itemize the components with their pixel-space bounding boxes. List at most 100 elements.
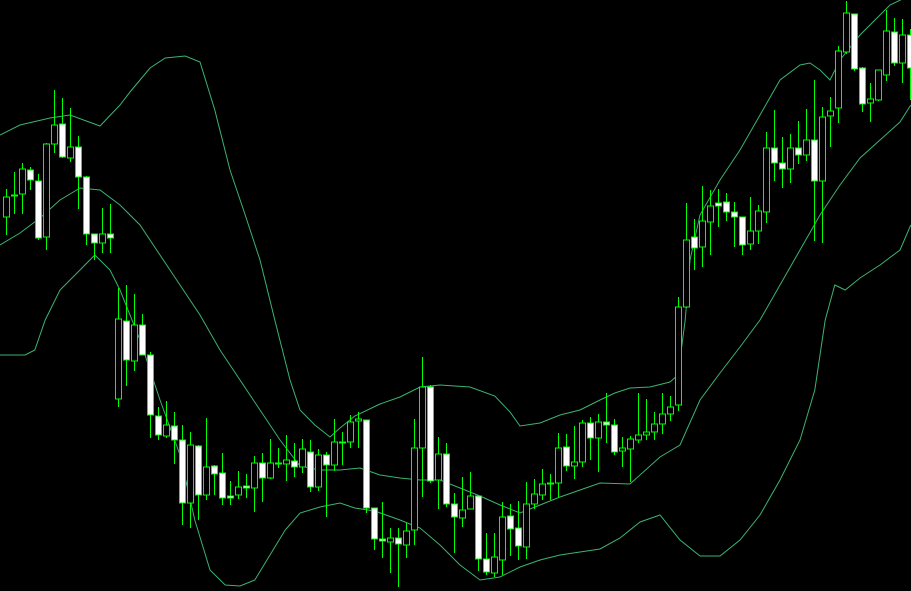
candle-body: [795, 147, 802, 156]
candle-body: [651, 423, 658, 433]
candle-body: [227, 495, 234, 499]
candle-body: [611, 424, 618, 453]
candle-body: [403, 530, 410, 546]
candle-body: [315, 454, 322, 488]
bear-candle: [83, 176, 90, 245]
bull-candle: [531, 479, 538, 509]
candles: [3, 1, 911, 587]
bear-candle: [771, 110, 778, 181]
bull-candle: [187, 432, 194, 528]
bear-candle: [291, 443, 298, 477]
candle-body: [483, 558, 490, 573]
candle-body: [627, 438, 634, 450]
candle-body: [531, 493, 538, 505]
candle-body: [387, 537, 394, 543]
bull-candle: [67, 108, 74, 162]
bull-candle: [627, 436, 634, 482]
bull-candle: [619, 437, 626, 467]
bear-candle: [91, 233, 98, 260]
bull-candle: [491, 533, 498, 577]
bull-candle: [251, 456, 258, 512]
bear-candle: [219, 453, 226, 505]
candle-body: [859, 67, 866, 105]
candle-body: [3, 196, 10, 218]
bear-candle: [27, 167, 34, 190]
candle-body: [707, 205, 714, 223]
bear-candle: [323, 452, 330, 517]
bear-candle: [147, 352, 154, 438]
candle-body: [515, 527, 522, 547]
bear-candle: [107, 204, 114, 253]
bull-candle: [595, 414, 602, 472]
bull-candle: [547, 474, 554, 500]
bear-candle: [603, 393, 610, 443]
candle-body: [563, 446, 570, 467]
bear-candle: [891, 18, 898, 66]
bull-candle: [163, 401, 170, 438]
candle-body: [19, 168, 26, 195]
bull-candle: [459, 477, 466, 527]
bollinger-lower-band: [0, 224, 911, 587]
bull-candle: [787, 134, 794, 183]
candle-body: [171, 425, 178, 441]
candle-body: [331, 441, 338, 466]
candle-body: [115, 318, 122, 400]
bull-candle: [19, 163, 26, 214]
candle-body: [435, 453, 442, 481]
candle-body: [187, 444, 194, 504]
bear-candle: [611, 419, 618, 455]
bull-candle: [315, 449, 322, 491]
bull-candle: [331, 419, 338, 471]
candle-body: [731, 211, 738, 218]
candle-body: [163, 424, 170, 437]
candle-body: [43, 143, 50, 238]
candle-body: [539, 483, 546, 496]
candle-body: [11, 194, 18, 197]
candle-body: [299, 448, 306, 468]
candle-body: [555, 447, 562, 484]
bear-candle: [363, 419, 370, 513]
bull-candle: [51, 90, 58, 153]
bear-candle: [123, 285, 130, 386]
bear-candle: [139, 314, 146, 356]
candle-body: [467, 495, 474, 510]
candle-body: [267, 462, 274, 479]
candle-body: [451, 503, 458, 518]
candle-body: [763, 147, 770, 213]
bull-candle: [115, 288, 122, 407]
bull-candle: [435, 437, 442, 509]
candle-body: [523, 503, 530, 548]
candle-body: [339, 441, 346, 444]
candle-body: [427, 386, 434, 482]
bull-candle: [467, 472, 474, 510]
bull-candle: [579, 420, 586, 467]
bull-candle: [387, 528, 394, 573]
bull-candle: [3, 189, 10, 235]
candle-body: [691, 236, 698, 249]
bull-candle: [635, 393, 642, 443]
candle-body: [219, 472, 226, 499]
candle-body: [291, 460, 298, 468]
candle-body: [243, 485, 250, 489]
bear-candle: [739, 216, 746, 255]
bear-candle: [427, 385, 434, 483]
candle-body: [491, 556, 498, 574]
bear-candle: [731, 202, 738, 247]
bull-candle: [523, 482, 530, 559]
candle-body: [739, 216, 746, 246]
bear-candle: [59, 98, 66, 158]
bear-candle: [587, 417, 594, 460]
candle-body: [635, 434, 642, 441]
candle-body: [779, 162, 786, 170]
bull-candle: [411, 419, 418, 545]
candle-body: [123, 320, 130, 361]
candle-body: [347, 421, 354, 443]
candle-body: [803, 139, 810, 156]
candle-body: [547, 482, 554, 485]
candle-body: [147, 354, 154, 416]
candle-body: [75, 146, 82, 178]
bear-candle: [483, 533, 490, 575]
bull-candle: [667, 396, 674, 421]
candle-body: [323, 454, 330, 466]
